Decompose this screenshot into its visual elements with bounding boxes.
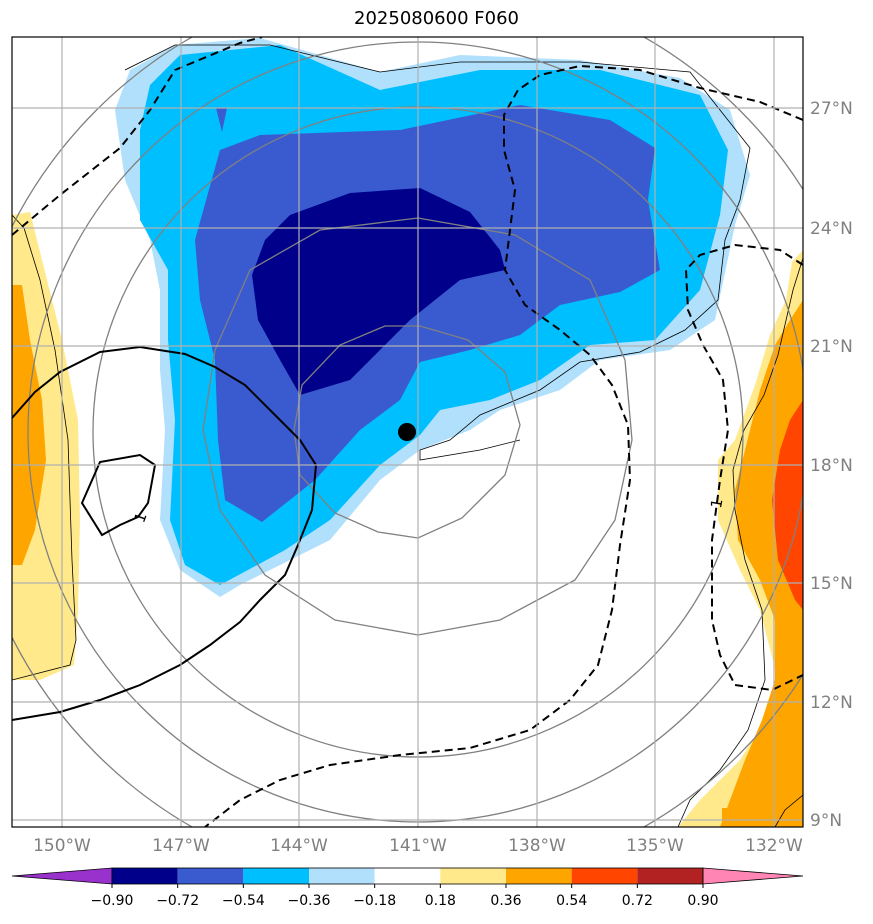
colorbar-tick-label: −0.54: [222, 893, 265, 909]
colorbar-extend-min: [11, 867, 113, 885]
colorbar-border: [111, 867, 704, 885]
lat-tick-label: 15°N: [810, 574, 853, 594]
colorbar-tick-label: −0.36: [288, 893, 331, 909]
latitude-labels: 27°N 24°N 21°N 18°N 15°N 12°N 9°N: [810, 99, 853, 831]
map-frame: [11, 36, 804, 828]
colorbar-segment: [177, 868, 244, 884]
lon-tick-label: 138°W: [508, 836, 566, 856]
colorbar-tick-label: 0.90: [687, 893, 718, 909]
map-layers: 1 1: [12, 37, 803, 827]
fill-positive-east-corner: [722, 808, 742, 827]
storm-center-marker: [398, 423, 416, 441]
lon-tick-label: 144°W: [270, 836, 328, 856]
lon-tick-label: 132°W: [745, 836, 803, 856]
colorbar-segment: [374, 868, 441, 884]
lat-tick-label: 27°N: [810, 99, 853, 119]
lat-tick-label: 12°N: [810, 693, 853, 713]
lat-tick-label: 18°N: [810, 456, 853, 476]
lon-tick-label: 135°W: [626, 836, 684, 856]
fill-deep-negative: [252, 188, 505, 395]
longitude-labels: 150°W 147°W 144°W 141°W 138°W 135°W 132°W: [33, 836, 803, 856]
map-title: 2025080600 F060: [354, 8, 519, 29]
colorbar-segment: [506, 868, 572, 884]
colorbar-segment: [440, 868, 506, 884]
fill-light-positive-west: [12, 212, 80, 680]
fill-negative-spot: [216, 108, 227, 132]
colorbar-segment: [571, 868, 638, 884]
colorbar-segment: [309, 868, 375, 884]
colorbar-extend-max: [702, 867, 804, 885]
colorbar-segment: [243, 868, 309, 884]
lon-tick-label: 150°W: [33, 836, 91, 856]
contour-label-east: 1: [707, 497, 726, 510]
colorbar: −0.90 −0.72 −0.54 −0.36 −0.18 0.18 0.36 0.54 0.7…: [11, 867, 804, 909]
lon-tick-label: 141°W: [389, 836, 447, 856]
colorbar-tick-label: 0.54: [556, 893, 587, 909]
lon-tick-label: 147°W: [152, 836, 210, 856]
colorbar-tick-label: 0.36: [490, 893, 521, 909]
colorbar-tick-label: 0.18: [425, 893, 456, 909]
solid-contours: [12, 345, 318, 721]
fill-strong-positive-east: [772, 400, 803, 610]
lat-tick-label: 21°N: [810, 337, 853, 357]
colorbar-segment: [637, 868, 703, 884]
thin-contours: [12, 44, 803, 827]
lat-tick-label: 24°N: [810, 219, 853, 239]
fill-positive-west: [12, 285, 46, 565]
fill-positive-east: [720, 300, 803, 827]
dashed-contours: [12, 37, 803, 827]
colorbar-segment: [112, 868, 178, 884]
colorbar-tick-label: 0.72: [622, 893, 653, 909]
colorbar-tick-label: −0.90: [91, 893, 134, 909]
colorbar-tick-label: −0.18: [353, 893, 396, 909]
graticule: [12, 37, 803, 827]
colorbar-tick-label: −0.72: [156, 893, 199, 909]
lat-tick-label: 9°N: [810, 811, 842, 831]
